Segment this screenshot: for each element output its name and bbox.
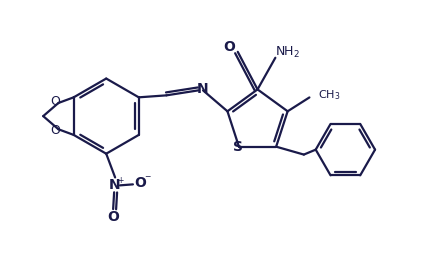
Text: N: N [197,82,209,97]
Text: O: O [134,176,146,190]
Text: N: N [108,178,120,192]
Text: O: O [51,96,61,108]
Text: $^+$: $^+$ [116,176,126,186]
Text: S: S [233,140,243,154]
Text: NH$_2$: NH$_2$ [275,45,300,60]
Text: CH$_3$: CH$_3$ [318,89,341,102]
Text: O: O [51,124,61,137]
Text: $^-$: $^-$ [143,174,152,184]
Text: O: O [107,210,119,224]
Text: O: O [223,40,235,54]
